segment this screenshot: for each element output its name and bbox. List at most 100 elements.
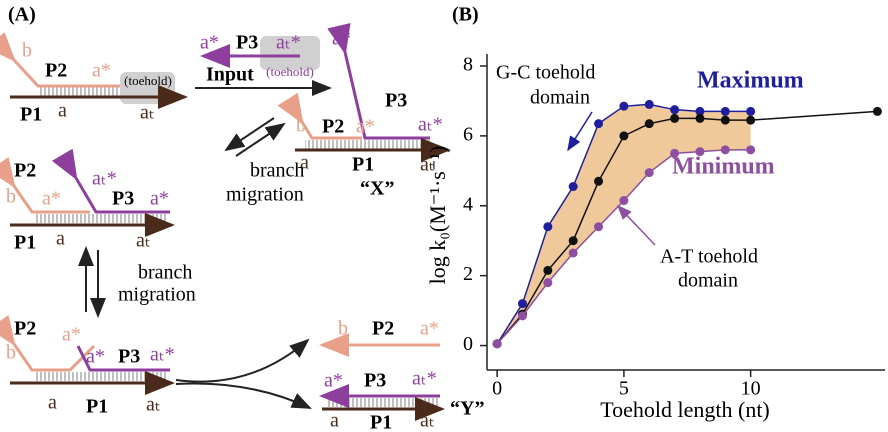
label: aₜ [420, 410, 435, 432]
annotation: G-C toehold [496, 62, 595, 84]
data-point [720, 106, 730, 116]
label: branch [250, 160, 304, 182]
panel-a: (A) b P2 a* (toehold) P1 a aₜ a* P3 aₜ* … [0, 4, 484, 432]
label: “X” [360, 178, 394, 200]
data-point [594, 222, 604, 232]
annotation: A-T toehold [660, 246, 758, 268]
data-point [594, 119, 604, 129]
label: aₜ* [150, 344, 175, 366]
data-point [746, 115, 756, 125]
data-point [568, 182, 578, 192]
data-point [670, 105, 680, 115]
label: P2 [322, 116, 344, 138]
y-tick-label: 8 [463, 54, 473, 76]
data-point [695, 113, 705, 123]
data-point [644, 99, 654, 109]
label: “Y” [450, 398, 484, 420]
annotation: domain [678, 270, 738, 292]
data-point [644, 119, 654, 129]
label: b [296, 115, 306, 137]
data-point [670, 148, 680, 158]
label: aₜ* [92, 168, 117, 190]
label: a* [62, 324, 81, 346]
base-pairs [305, 140, 430, 149]
label: migration [118, 284, 196, 306]
y-tick-label: 6 [463, 123, 473, 145]
label: P1 [14, 232, 36, 254]
panel-b: (B) Toehold length (nt) log k₀(M⁻¹·s⁻¹) … [425, 4, 885, 422]
arrow [175, 382, 312, 409]
label: aₜ [140, 102, 155, 124]
data-point [746, 145, 756, 155]
label: P2 [14, 318, 36, 340]
series-label: Maximum [697, 68, 804, 94]
label: a* [356, 116, 375, 138]
data-point [720, 145, 730, 155]
toehold-box [260, 36, 320, 70]
data-point [517, 299, 527, 309]
label: a* [324, 370, 343, 392]
y-tick-label: 2 [463, 263, 473, 285]
label: migration [226, 184, 304, 206]
data-point [695, 106, 705, 116]
strand-p2 [0, 314, 96, 372]
annotation-arrow [567, 111, 593, 152]
data-point [517, 311, 527, 321]
label: a [48, 392, 57, 414]
y-axis-label: log k₀(M⁻¹·s⁻¹) [425, 146, 450, 285]
strand-p3 [327, 22, 430, 140]
y-tick-label: 0 [463, 333, 473, 355]
label: b [6, 342, 16, 364]
strand-p2 [0, 32, 120, 88]
label: P3 [236, 32, 258, 54]
label: (toehold) [266, 64, 314, 79]
data-point [720, 115, 730, 125]
strand-p3 [51, 148, 170, 214]
range-band [497, 104, 751, 344]
label: a* [150, 188, 169, 210]
data-point [872, 106, 882, 116]
data-point [594, 176, 604, 186]
base-pairs [36, 214, 166, 223]
arrow [235, 122, 286, 157]
data-point [619, 131, 629, 141]
label: branch [138, 262, 192, 284]
label: aₜ* [276, 32, 301, 54]
panel-label: (A) [8, 4, 36, 26]
label: a [58, 100, 67, 122]
label: b [338, 318, 348, 340]
label: a* [92, 60, 111, 82]
annotation-arrow [616, 204, 656, 246]
strand-p2 [0, 156, 90, 214]
base-pairs [38, 87, 120, 96]
data-point [746, 106, 756, 116]
label: P2 [372, 318, 394, 340]
label: a* [332, 28, 351, 50]
data-point [670, 113, 680, 123]
base-pairs [326, 398, 438, 407]
label: a* [200, 32, 219, 54]
label: P1 [86, 396, 108, 418]
data-point [492, 339, 502, 349]
base-pairs [36, 372, 168, 381]
label: a [330, 410, 339, 432]
label: a* [420, 318, 439, 340]
label: aₜ [420, 154, 435, 176]
series-label: Minimum [672, 154, 775, 180]
label: P3 [112, 188, 134, 210]
panel-label: (B) [452, 4, 479, 26]
label: b [6, 186, 16, 208]
label: P2 [14, 160, 36, 182]
label: P3 [364, 370, 386, 392]
data-point [695, 147, 705, 157]
label: aₜ* [412, 368, 437, 390]
label: P3 [385, 90, 407, 112]
arrow [224, 117, 275, 152]
data-point [543, 222, 553, 232]
label: P1 [352, 154, 374, 176]
strand-p2 [277, 92, 362, 140]
label: a* [42, 188, 61, 210]
data-point [568, 236, 578, 246]
label: a [300, 152, 309, 174]
